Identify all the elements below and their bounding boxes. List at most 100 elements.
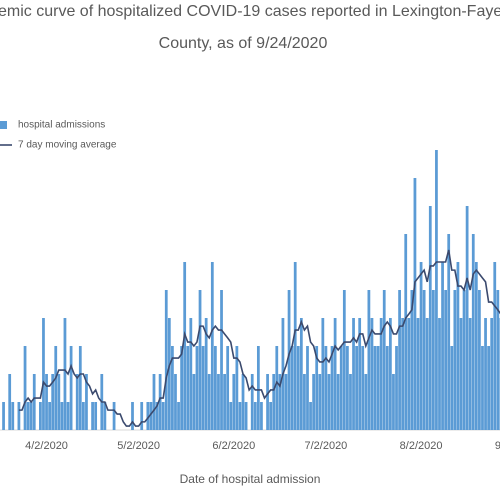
bar <box>48 402 51 430</box>
bar <box>392 374 395 430</box>
bar <box>388 318 392 430</box>
bar <box>63 318 67 430</box>
bar <box>324 346 328 430</box>
bar <box>306 346 309 430</box>
bar <box>484 318 487 430</box>
bar <box>2 402 5 430</box>
bar <box>342 290 346 430</box>
bar <box>235 346 239 430</box>
bar <box>152 374 156 430</box>
bar <box>330 346 334 430</box>
x-tick-label: 7/2/2020 <box>304 440 347 452</box>
bar <box>309 402 312 430</box>
bar <box>91 402 94 430</box>
bar <box>69 346 73 430</box>
bar <box>474 262 478 430</box>
bar <box>81 402 85 430</box>
bar <box>207 374 211 430</box>
bar <box>167 318 171 430</box>
bar <box>51 374 55 430</box>
bar <box>321 318 325 430</box>
bar <box>373 346 377 430</box>
bar <box>54 346 58 430</box>
bar <box>315 346 319 430</box>
bar <box>223 374 226 430</box>
bar <box>465 206 469 430</box>
bar <box>355 346 358 430</box>
chart-title: County, as of 9/24/2020 <box>159 35 328 52</box>
bar <box>339 346 343 430</box>
bar <box>428 206 432 430</box>
bar <box>266 374 269 430</box>
bar <box>161 402 165 430</box>
bar <box>462 290 466 430</box>
bar <box>180 346 183 430</box>
bar <box>164 290 168 430</box>
bar <box>361 346 365 430</box>
bar <box>413 178 417 430</box>
bar <box>171 346 174 430</box>
bar <box>290 346 294 430</box>
moving-average-line <box>18 249 500 427</box>
legend-label: 7 day moving average <box>18 140 117 151</box>
bar <box>198 290 202 430</box>
bar <box>32 374 36 430</box>
bar <box>210 262 214 430</box>
bar <box>244 402 248 430</box>
bar <box>42 318 45 430</box>
bar <box>39 402 42 430</box>
bar <box>456 262 460 430</box>
legend-label: hospital admissions <box>18 120 105 131</box>
bar <box>419 262 423 430</box>
bar <box>149 402 153 430</box>
bar <box>425 318 429 430</box>
bar <box>459 318 463 430</box>
bar <box>186 346 190 430</box>
bar <box>367 290 371 430</box>
bar <box>487 346 490 430</box>
bar <box>78 346 82 430</box>
bar <box>214 346 217 430</box>
bar <box>238 402 242 430</box>
bar <box>85 374 88 430</box>
bar <box>204 318 208 430</box>
bar <box>60 402 64 430</box>
bar <box>146 402 150 430</box>
x-tick-label: 5/2/2020 <box>117 440 160 452</box>
bar <box>278 374 282 430</box>
bar <box>410 290 414 430</box>
bar <box>103 402 107 430</box>
bar <box>8 374 12 430</box>
bar <box>183 262 187 430</box>
bar <box>453 290 457 430</box>
bar <box>346 346 349 430</box>
x-axis-label: Date of hospital admission <box>180 472 321 486</box>
chart-title: Epidemic curve of hospitalized COVID-19 … <box>0 3 500 20</box>
bar <box>422 290 426 430</box>
bar <box>376 346 380 430</box>
bar <box>407 318 411 430</box>
bar <box>336 374 340 430</box>
bar <box>293 262 297 430</box>
bar <box>481 346 484 430</box>
bar <box>303 374 306 430</box>
bar <box>333 318 337 430</box>
bar <box>478 290 481 430</box>
bar <box>275 346 279 430</box>
x-tick-label: 9/2/2020 <box>495 440 500 452</box>
bar <box>177 402 180 430</box>
bar <box>379 318 383 430</box>
bar <box>195 346 199 430</box>
bar <box>349 374 352 430</box>
bar <box>401 318 405 430</box>
bar <box>416 318 420 430</box>
bar <box>395 346 398 430</box>
bar <box>352 318 355 430</box>
bar <box>287 290 291 430</box>
bar <box>226 346 230 430</box>
bar <box>57 374 61 430</box>
bar <box>17 402 21 430</box>
bar <box>438 318 441 430</box>
bar <box>192 374 196 430</box>
bar <box>232 374 236 430</box>
